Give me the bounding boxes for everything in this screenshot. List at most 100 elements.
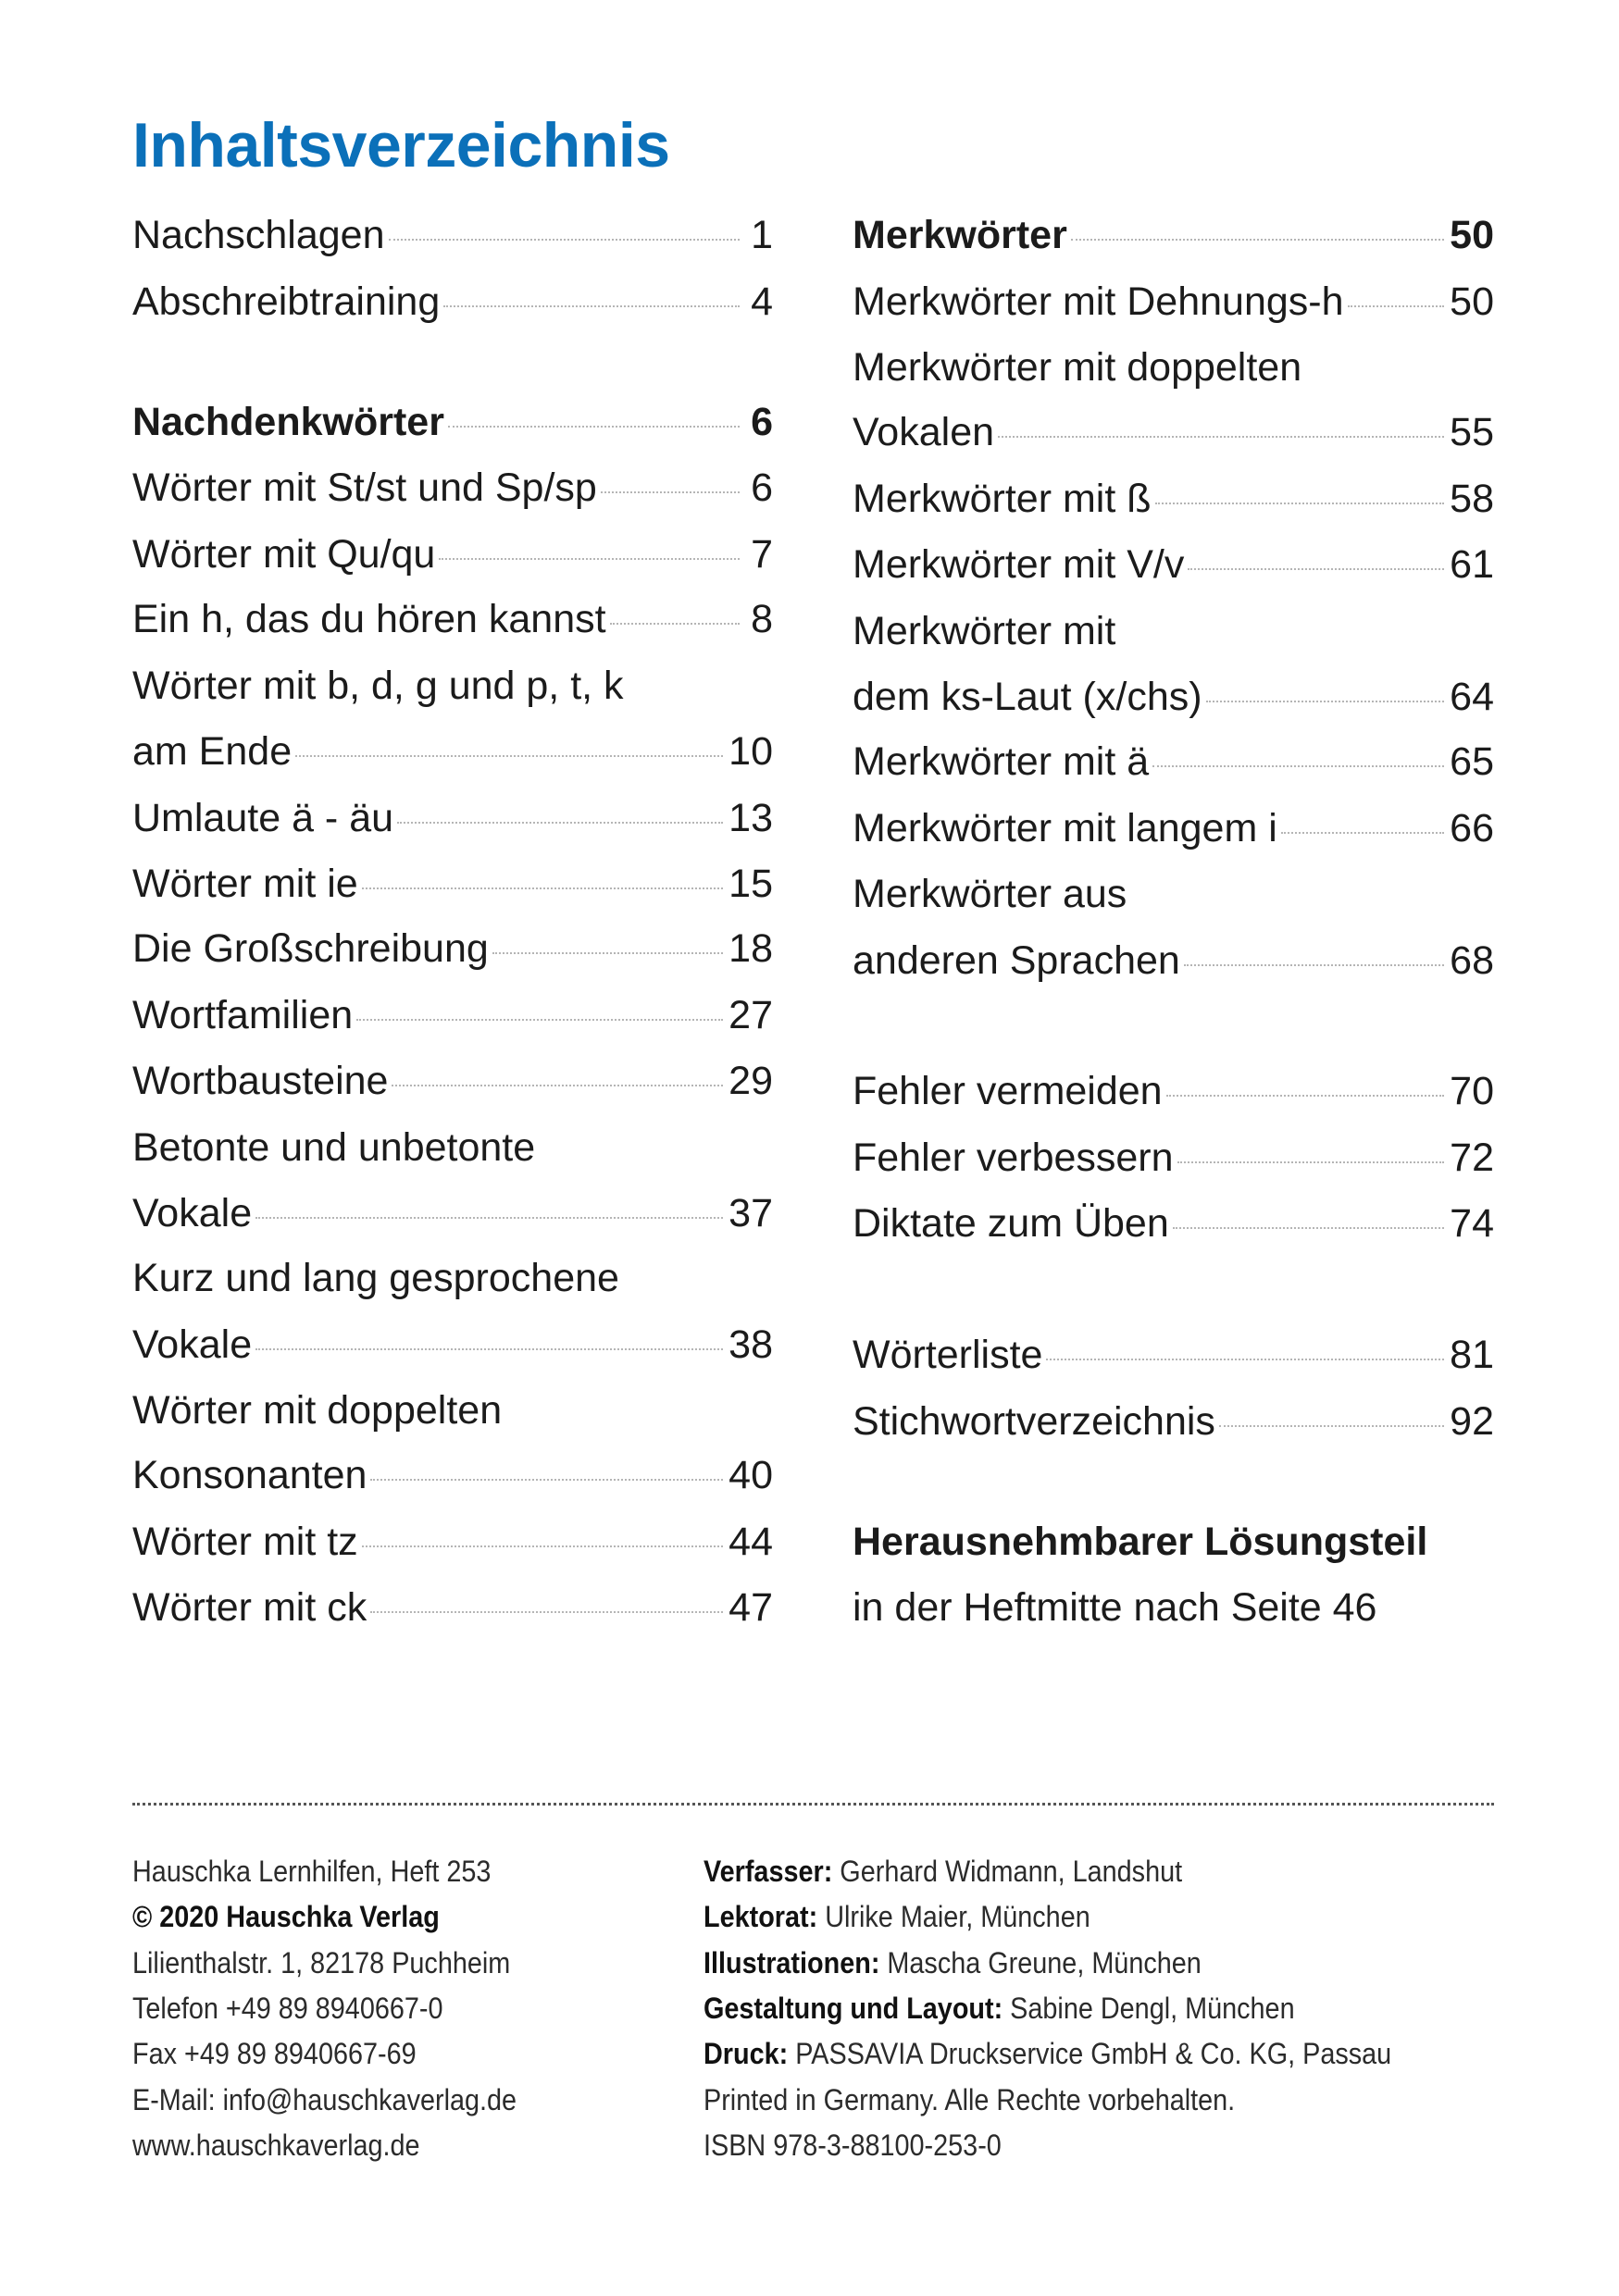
toc-entry[interactable]: Fehler vermeiden 70 [853,1065,1494,1117]
dot-leader [1165,1095,1445,1098]
dot-leader [1172,1227,1445,1230]
toc-entry[interactable]: Wortfamilien 27 [132,989,773,1041]
toc-entry[interactable]: dem ks-Laut (x/chs) 64 [853,671,1494,723]
dot-leader [361,887,724,890]
toc-entry-label: Merkwörter mit ß [853,476,1152,521]
dot-leader [1347,304,1445,307]
toc-entry[interactable]: Betonte und unbetonte [132,1122,535,1173]
toc-entry[interactable]: Merkwörter 50 [853,209,1494,261]
toc-entry[interactable]: Nachdenkwörter 6 [132,396,773,448]
toc-page-number: 70 [1450,1069,1494,1114]
toc-page-number: 8 [751,596,773,641]
toc-entry[interactable]: Kurz und lang gesprochene [132,1252,619,1304]
toc-entry[interactable]: Merkwörter mit langem i 66 [853,802,1494,854]
toc-entry[interactable]: Merkwörter mit V/v 61 [853,539,1494,590]
imprint-line: www.hauschkaverlag.de [132,2127,420,2164]
imprint-label: Verfasser: [704,1855,833,1888]
toc-entry[interactable]: Die Großschreibung 18 [132,923,773,974]
imprint-line: © 2020 Hauschka Verlag [132,1898,440,1935]
toc-entry-label: Herausnehmbarer Lösungsteil [853,1519,1428,1564]
imprint-text: ISBN 978-3-88100-253-0 [704,2128,1002,2162]
toc-entry-label: am Ende [132,729,293,775]
toc-entry[interactable]: Konsonanten 40 [132,1449,773,1501]
toc-entry-label: dem ks-Laut (x/chs) [853,675,1202,720]
toc-entry[interactable]: Diktate zum Üben 74 [853,1198,1494,1249]
toc-entry[interactable]: Wörter mit St/st und Sp/sp 6 [132,462,773,514]
imprint-line: Hauschka Lernhilfen, Heft 253 [132,1853,491,1890]
toc-entry[interactable]: Merkwörter mit ä 65 [853,736,1494,788]
toc-entry[interactable]: Ein h, das du hören kannst 8 [132,593,773,645]
toc-entry[interactable]: Umlaute ä - äu 13 [132,792,773,844]
imprint-line: Druck: PASSAVIA Druckservice GmbH & Co. … [704,2035,1391,2072]
toc-page-number: 1 [751,212,773,257]
toc-entry[interactable]: Wörter mit tz 44 [132,1516,773,1568]
toc-entry[interactable]: Vokale 38 [132,1319,773,1371]
toc-page-number: 68 [1450,937,1494,983]
toc-page-number: 37 [729,1191,773,1236]
imprint-text: Hauschka Lernhilfen, Heft 253 [132,1855,492,1888]
imprint-text: www.hauschkaverlag.de [132,2128,420,2162]
dot-leader [1070,238,1445,241]
toc-entry[interactable]: Vokale 37 [132,1187,773,1239]
imprint-text: Printed in Germany. Alle Rechte vorbehal… [704,2082,1236,2116]
toc-entry[interactable]: Wörter mit ck 47 [132,1582,773,1633]
dot-leader [998,436,1445,439]
toc-entry[interactable]: Merkwörter mit doppelten [853,341,1301,393]
toc-page-number: 72 [1450,1135,1494,1180]
dot-leader [295,755,724,758]
toc-entry[interactable]: Wörterliste 81 [853,1329,1494,1381]
toc-entry-label: Vokalen [853,410,995,455]
imprint-line: Fax +49 89 8940667-69 [132,2035,417,2072]
toc-entry-label: Stichwortverzeichnis [853,1398,1215,1444]
toc-page-number: 4 [751,279,773,324]
imprint-line: E-Mail: info@hauschkaverlag.de [132,2081,517,2118]
imprint-label: Illustrationen: [704,1945,880,1980]
imprint-text: Ulrike Maier, München [817,1900,1090,1934]
dot-leader [1280,831,1445,834]
imprint-text: PASSAVIA Druckservice GmbH & Co. KG, Pas… [788,2037,1392,2071]
dot-leader [370,1611,724,1614]
toc-page-number: 38 [729,1322,773,1367]
toc-page-number: 29 [729,1059,773,1104]
toc-entry[interactable]: Nachschlagen 1 [132,209,773,261]
dot-leader [1218,1424,1445,1427]
dot-leader [447,425,740,428]
toc-entry[interactable]: Abschreibtraining 4 [132,276,773,328]
toc-page-number: 44 [729,1519,773,1564]
dot-leader [255,1217,724,1220]
toc-page-number: 65 [1450,739,1494,785]
toc-entry[interactable]: Merkwörter aus [853,868,1127,920]
toc-entry[interactable]: Merkwörter mit [853,605,1115,657]
toc-entry-label: Abschreibtraining [132,279,441,324]
toc-entry-label: Wörter mit ck [132,1585,367,1631]
toc-entry[interactable]: in der Heftmitte nach Seite 46 [853,1582,1376,1633]
dot-leader [255,1347,724,1350]
toc-entry[interactable]: Wörter mit b, d, g und p, t, k [132,660,624,712]
toc-page-number: 50 [1450,279,1494,324]
toc-entry[interactable]: anderen Sprachen 68 [853,935,1494,987]
toc-entry[interactable]: Wörter mit ie 15 [132,858,773,910]
toc-entry[interactable]: Herausnehmbarer Lösungsteil [853,1516,1427,1568]
toc-page-number: 74 [1450,1201,1494,1247]
dot-leader [609,622,740,625]
toc-entry[interactable]: Wörter mit Qu/qu 7 [132,528,773,580]
toc-entry[interactable]: Wortbausteine 29 [132,1055,773,1107]
dot-leader [1177,1160,1445,1163]
toc-entry[interactable]: Merkwörter mit ß 58 [853,473,1494,525]
toc-entry-label: Nachschlagen [132,212,385,257]
toc-entry-label: Kurz und lang gesprochene [132,1256,619,1301]
imprint-text: E-Mail: info@hauschkaverlag.de [132,2082,517,2116]
toc-entry[interactable]: Wörter mit doppelten [132,1384,502,1436]
imprint-label: Druck: [704,2037,789,2071]
imprint-line: Lektorat: Ulrike Maier, München [704,1898,1090,1935]
toc-entry[interactable]: Merkwörter mit Dehnungs-h 50 [853,276,1494,328]
toc-entry[interactable]: am Ende 10 [132,726,773,777]
toc-entry[interactable]: Vokalen 55 [853,406,1494,458]
dot-leader [392,1085,724,1087]
imprint-text: Lilienthalstr. 1, 82178 Puchheim [132,1945,511,1980]
toc-entry-label: Wörter mit doppelten [132,1388,503,1433]
toc-entry[interactable]: Stichwortverzeichnis 92 [853,1396,1494,1447]
toc-page-number: 40 [729,1453,773,1498]
dot-leader [439,558,740,561]
toc-entry[interactable]: Fehler verbessern 72 [853,1132,1494,1184]
